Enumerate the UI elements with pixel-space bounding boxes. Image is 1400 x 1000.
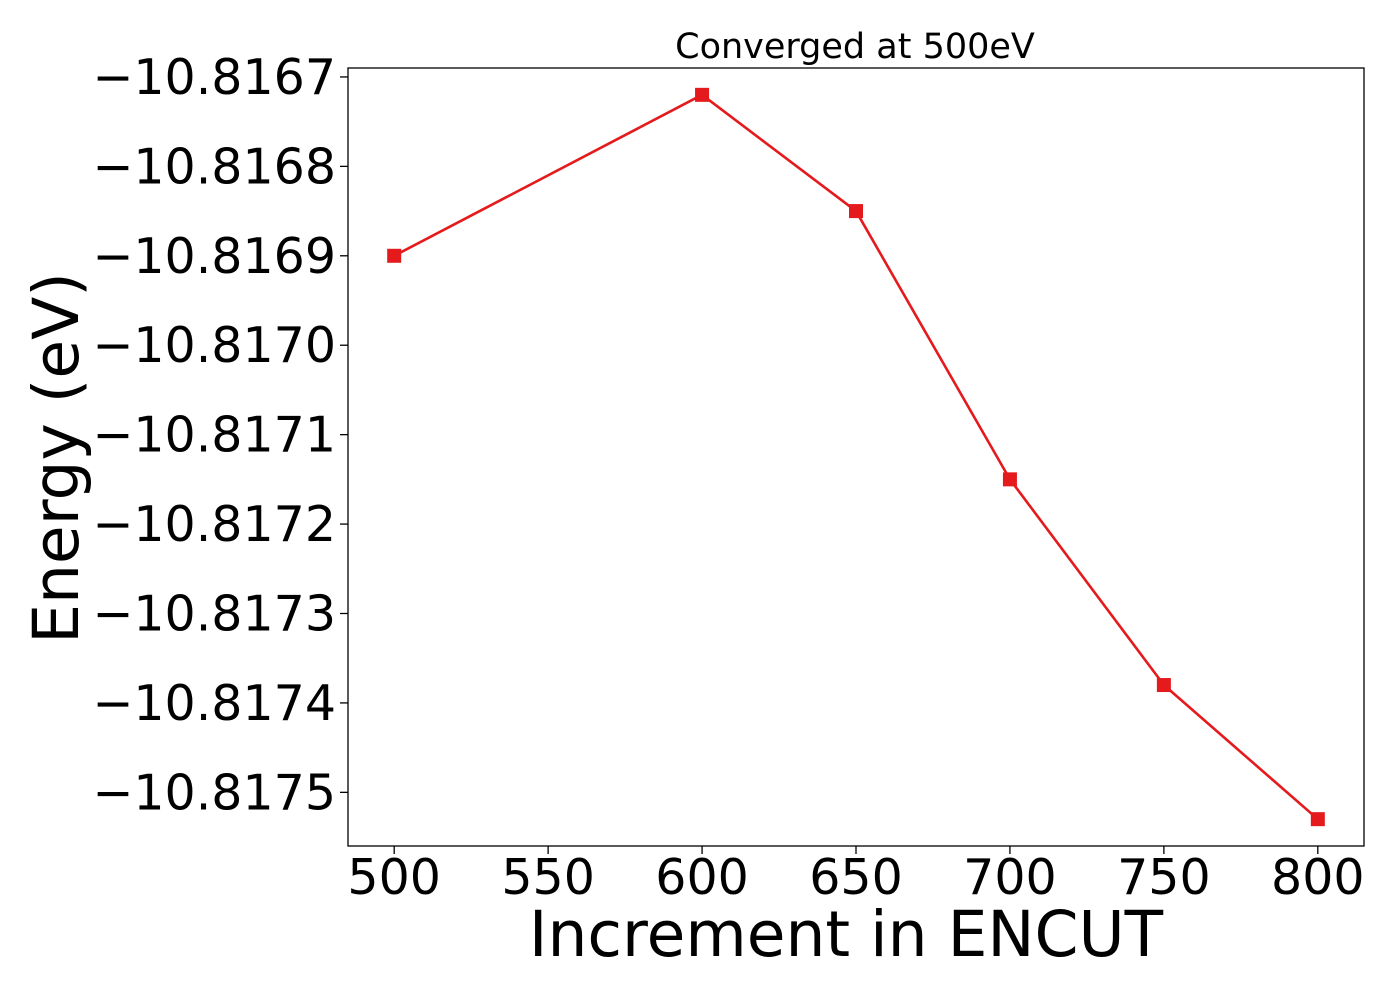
x-tick-label: 550 (501, 849, 595, 906)
x-tick-label: 500 (347, 849, 441, 906)
data-point-marker (1156, 678, 1171, 693)
data-point-marker (695, 87, 710, 102)
plot-area-frame (347, 67, 1365, 847)
chart-title: Converged at 500eV (675, 27, 1035, 67)
data-point-marker (849, 204, 863, 219)
data-point-marker (1002, 472, 1017, 487)
y-tick-label: −10.8174 (92, 675, 336, 732)
y-tick-label: −10.8169 (92, 228, 336, 285)
x-tick-label: 750 (1117, 849, 1211, 906)
y-axis-label: Energy (eV) (20, 272, 93, 644)
y-tick-label: −10.8175 (92, 764, 336, 821)
x-tick-label: 600 (655, 849, 749, 906)
series-layer (387, 87, 1325, 827)
x-axis-ticks: 500 550 600 650 700 750 800 (347, 846, 1365, 906)
series-line (393, 93, 1319, 821)
x-tick-label: 800 (1271, 849, 1365, 906)
y-tick-label: −10.8170 (92, 317, 336, 374)
data-point-marker (1310, 812, 1325, 827)
x-axis-label: Increment in ENCUT (529, 898, 1164, 971)
y-tick-label: −10.8167 (92, 49, 336, 106)
x-tick-label: 650 (809, 849, 903, 906)
data-point-marker (387, 248, 402, 263)
x-tick-label: 700 (963, 849, 1057, 906)
y-tick-label: −10.8173 (92, 585, 336, 642)
y-tick-label: −10.8171 (92, 407, 336, 464)
y-tick-label: −10.8168 (92, 138, 336, 195)
y-axis-ticks: −10.8167 −10.8168 −10.8169 −10.8170 −10.8171… (92, 49, 348, 821)
y-tick-label: −10.8172 (92, 496, 336, 553)
